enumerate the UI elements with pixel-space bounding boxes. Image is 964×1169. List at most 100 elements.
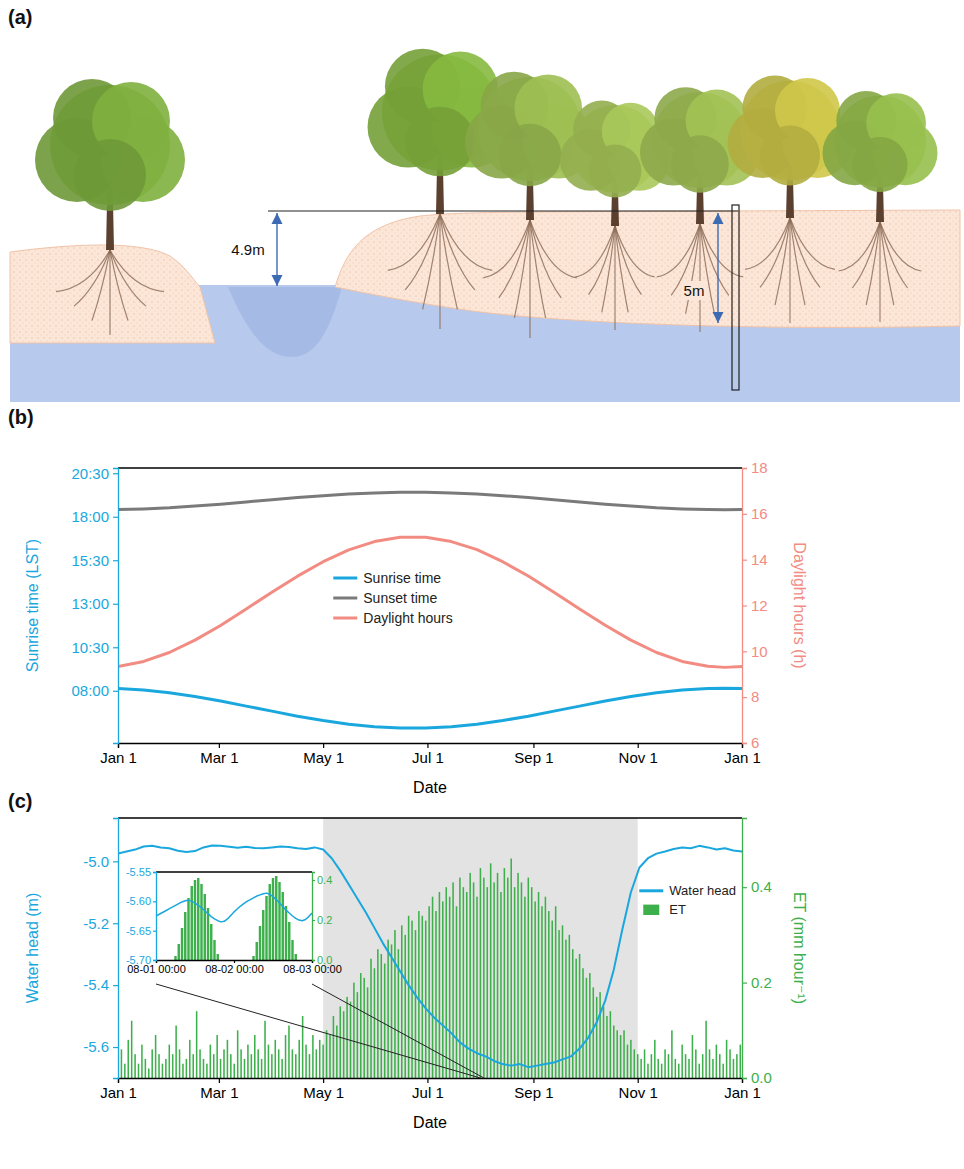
bar — [664, 1049, 666, 1078]
tick-label: -5.65 — [126, 925, 151, 937]
root — [110, 250, 164, 292]
tick-mark — [113, 604, 118, 605]
bar — [551, 921, 553, 1078]
bar — [179, 1049, 181, 1078]
bar — [333, 1016, 335, 1078]
bar — [244, 1059, 246, 1078]
bar — [425, 921, 427, 1078]
y2-axis-title: ET (mm hour⁻¹) — [791, 892, 808, 1004]
series-line — [156, 893, 312, 922]
chart-1: Jan 1Mar 1May 1Jul 1Sep 1Nov 1Jan 1-5.0-… — [8, 790, 808, 1131]
bar — [688, 1059, 690, 1078]
tick-label: Jan 1 — [100, 1084, 137, 1101]
bar — [517, 873, 519, 1078]
root — [602, 226, 615, 312]
depth-arrow — [276, 213, 277, 286]
x-axis: Jan 1Mar 1May 1Jul 1Sep 1Nov 1Jan 1 — [100, 743, 761, 766]
bar — [422, 916, 424, 1078]
canopy — [499, 124, 561, 186]
bar — [394, 930, 396, 1078]
bar — [275, 876, 277, 960]
bar — [184, 912, 186, 960]
tick-mark — [427, 1078, 428, 1083]
bar — [459, 878, 461, 1078]
bar — [640, 1059, 642, 1078]
bar — [191, 886, 193, 960]
bar — [213, 1054, 215, 1078]
bar — [510, 859, 512, 1078]
bar — [254, 1035, 256, 1078]
bar — [435, 911, 437, 1078]
tree — [728, 76, 853, 324]
bar — [497, 873, 499, 1078]
tick: -5.4 — [83, 976, 118, 993]
bar — [562, 925, 564, 1078]
bar — [288, 1026, 290, 1078]
bar — [145, 1059, 147, 1078]
plot-area — [118, 492, 742, 728]
soil-left — [10, 245, 215, 343]
legend-label: ET — [669, 902, 686, 917]
tick-mark — [742, 743, 747, 744]
root — [880, 222, 894, 305]
tick-mark — [638, 1078, 639, 1083]
bar — [237, 1030, 239, 1078]
bar — [647, 1064, 649, 1078]
bar — [374, 968, 376, 1078]
tick-mark — [742, 651, 747, 652]
legend-label: Daylight hours — [363, 610, 453, 626]
tick-label: 0.2 — [317, 914, 332, 926]
tick-mark — [113, 985, 118, 986]
x-axis-title: Date — [413, 779, 447, 796]
bar — [291, 940, 293, 960]
legend-swatch — [333, 617, 357, 620]
tick-mark — [113, 560, 118, 561]
axis-line — [153, 873, 157, 961]
tick: 18:00 — [71, 508, 118, 525]
legend-label: Sunset time — [363, 590, 437, 606]
bar — [627, 1045, 629, 1078]
bar — [158, 1054, 160, 1078]
bar — [268, 1045, 270, 1078]
bar — [456, 906, 458, 1078]
bar — [678, 1064, 680, 1078]
bar — [558, 930, 560, 1078]
tick: 08-03 00:00 — [283, 960, 342, 975]
bar — [322, 1045, 324, 1078]
zoom-line — [312, 984, 484, 1078]
frame-top — [118, 467, 742, 468]
tick: 14 — [742, 551, 768, 568]
tick-label: -5.55 — [126, 866, 151, 878]
bar — [702, 1054, 704, 1078]
tick-mark — [742, 605, 747, 606]
tick-mark — [742, 560, 747, 561]
bar — [644, 1049, 646, 1078]
legend-label: Water head — [669, 883, 736, 898]
bar — [716, 1045, 718, 1078]
bar — [141, 1045, 143, 1078]
bar — [196, 1011, 198, 1078]
bar — [367, 987, 369, 1078]
series-line — [118, 846, 742, 1068]
soil-right — [335, 210, 960, 327]
bar — [134, 1054, 136, 1078]
label-patch — [681, 281, 708, 300]
bar — [685, 1054, 687, 1078]
tick-label: 14 — [751, 551, 768, 568]
bar — [507, 878, 509, 1078]
bar — [493, 882, 495, 1078]
bar — [698, 1064, 700, 1078]
bar — [483, 878, 485, 1078]
bar — [165, 1059, 167, 1078]
tick-label: 0.4 — [751, 878, 772, 895]
legend-entry: ET — [643, 902, 686, 917]
bar — [138, 1064, 140, 1078]
bar — [210, 924, 212, 960]
bar — [620, 1035, 622, 1078]
tick-label: 08-02 00:00 — [205, 963, 264, 975]
tick: 08-02 00:00 — [205, 960, 264, 975]
bar — [709, 1049, 711, 1078]
bar — [230, 1054, 232, 1078]
bar — [346, 997, 348, 1078]
axis-line — [113, 469, 119, 744]
